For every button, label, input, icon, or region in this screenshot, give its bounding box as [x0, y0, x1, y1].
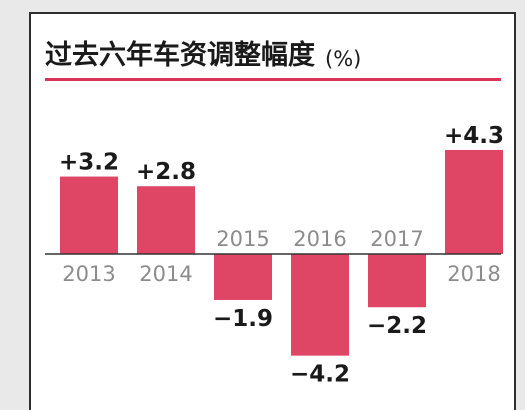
year-label-2013: 2013: [62, 262, 115, 286]
bar-2017: [368, 254, 426, 308]
labels-layer: +3.2 2013 +2.8 2014 −1.9 2015 −4.2 2016 −2.2 2017…: [59, 123, 504, 388]
bar-chart: 过去六年车资调整幅度 (%) +3.2 2013 +2.8 2014 −1.9 2015 −…: [45, 39, 504, 388]
value-label-2017: −2.2: [367, 313, 427, 339]
chart-title: 过去六年车资调整幅度: [45, 39, 315, 71]
value-label-2014: +2.8: [136, 159, 196, 185]
year-label-2017: 2017: [370, 227, 423, 251]
value-label-2013: +3.2: [59, 150, 119, 176]
year-label-2016: 2016: [293, 227, 346, 251]
value-label-2016: −4.2: [290, 362, 350, 388]
year-label-2018: 2018: [447, 262, 500, 286]
bar-2013: [60, 176, 118, 254]
year-label-2015: 2015: [216, 227, 269, 251]
chart-unit: (%): [325, 47, 361, 71]
title-underline: [45, 78, 501, 81]
bar-2016: [291, 254, 349, 356]
bar-2015: [214, 254, 272, 300]
year-label-2014: 2014: [139, 262, 192, 286]
chart-card: 过去六年车资调整幅度 (%) +3.2 2013 +2.8 2014 −1.9 2015 −…: [29, 12, 516, 410]
bars-layer: [60, 149, 503, 356]
bar-2014: [137, 186, 195, 254]
value-label-2018: +4.3: [444, 123, 504, 149]
bar-2018: [445, 149, 503, 254]
value-label-2015: −1.9: [213, 306, 273, 332]
